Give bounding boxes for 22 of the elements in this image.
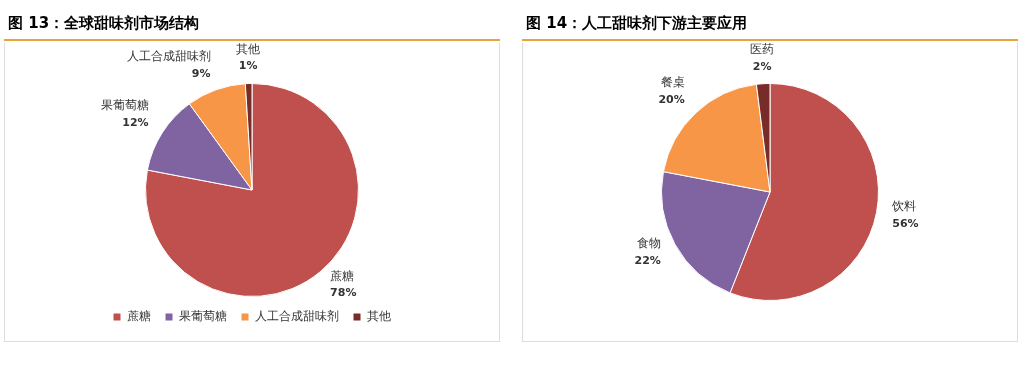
slice-label: 蔗糖 bbox=[330, 268, 355, 283]
slice-label: 餐桌 bbox=[660, 75, 685, 90]
data-label: 2% bbox=[752, 59, 772, 73]
data-label: 22% bbox=[634, 253, 661, 267]
data-label: 12% bbox=[122, 116, 149, 130]
slice-label: 人工合成甜味剂 bbox=[126, 48, 211, 63]
slice-label: 医药 bbox=[750, 41, 775, 56]
data-label: 78% bbox=[330, 286, 357, 300]
slice-label: 其他 bbox=[236, 41, 261, 56]
data-label: 56% bbox=[892, 217, 919, 231]
slice-label: 食物 bbox=[636, 236, 661, 251]
legend-label: 其他 bbox=[367, 309, 391, 324]
data-label: 20% bbox=[658, 93, 685, 107]
slice-label: 饮料 bbox=[891, 199, 917, 214]
chart-title: 图 13：全球甜味剂市场结构 bbox=[4, 8, 500, 41]
slice-label: 果葡萄糖 bbox=[100, 98, 149, 113]
legend-label: 蔗糖 bbox=[127, 309, 151, 324]
data-label: 1% bbox=[238, 59, 258, 73]
legend-label: 人工合成甜味剂 bbox=[255, 309, 339, 324]
chart-title: 图 14：人工甜味剂下游主要应用 bbox=[522, 8, 1018, 41]
legend-label: 果葡萄糖 bbox=[179, 309, 227, 324]
data-label: 9% bbox=[191, 66, 211, 80]
